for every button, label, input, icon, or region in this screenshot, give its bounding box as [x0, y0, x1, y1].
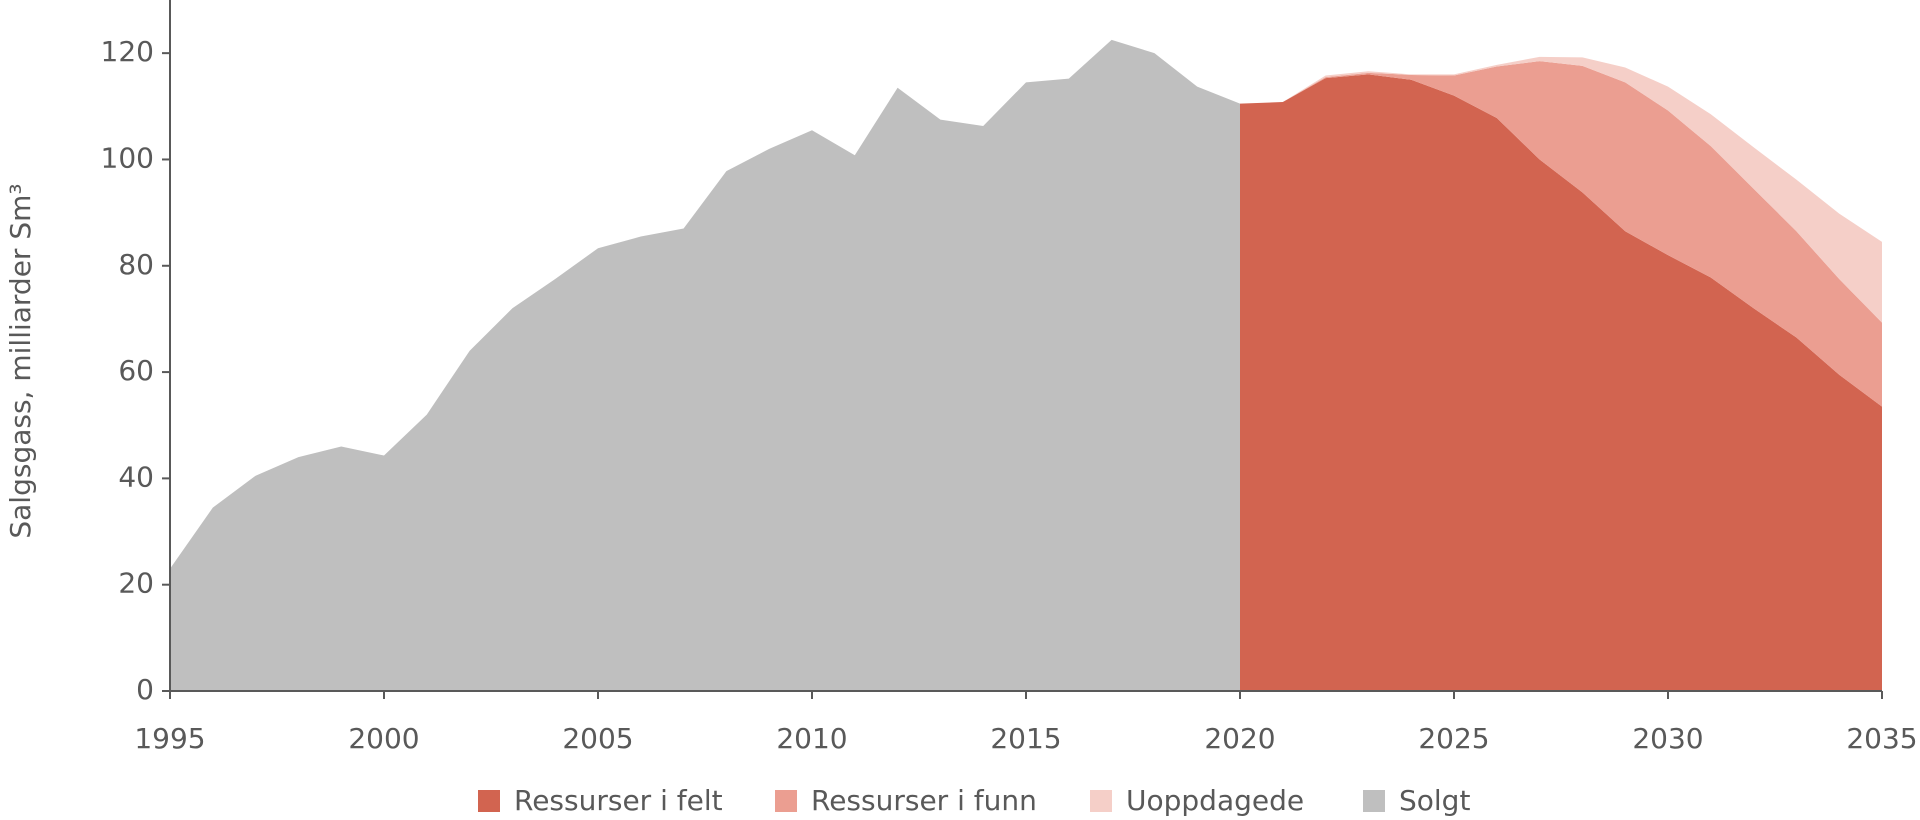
legend-label: Solgt — [1399, 784, 1470, 817]
y-tick-label: 80 — [118, 248, 154, 281]
legend-swatch — [775, 790, 797, 812]
x-tick-label: 2025 — [1418, 722, 1489, 755]
legend-swatch — [1090, 790, 1112, 812]
x-tick-label: 2035 — [1846, 722, 1917, 755]
legend-label: Ressurser i funn — [811, 784, 1037, 817]
area — [170, 39, 1240, 692]
y-tick-label: 100 — [101, 141, 154, 174]
legend-swatch — [1363, 790, 1385, 812]
legend-label: Ressurser i felt — [514, 784, 723, 817]
legend-swatch — [478, 790, 500, 812]
y-tick-label: 60 — [118, 354, 154, 387]
x-tick-label: 2015 — [990, 722, 1061, 755]
x-tick-label: 2005 — [562, 722, 633, 755]
x-tick-label: 2000 — [348, 722, 419, 755]
legend-label: Uoppdagede — [1126, 784, 1304, 817]
area — [1240, 74, 1882, 691]
x-tick-label: 2010 — [776, 722, 847, 755]
y-tick-label: 40 — [118, 460, 154, 493]
area — [1240, 56, 1882, 323]
x-tick-label: 1995 — [134, 722, 205, 755]
y-tick-label: 20 — [118, 567, 154, 600]
y-axis-label: Salgsgass, milliarder Sm³ — [4, 183, 37, 538]
y-tick-label: 120 — [101, 35, 154, 68]
x-tick-label: 2020 — [1204, 722, 1275, 755]
x-tick-label: 2030 — [1632, 722, 1703, 755]
area — [1240, 61, 1882, 407]
y-tick-label: 0 — [136, 673, 154, 706]
